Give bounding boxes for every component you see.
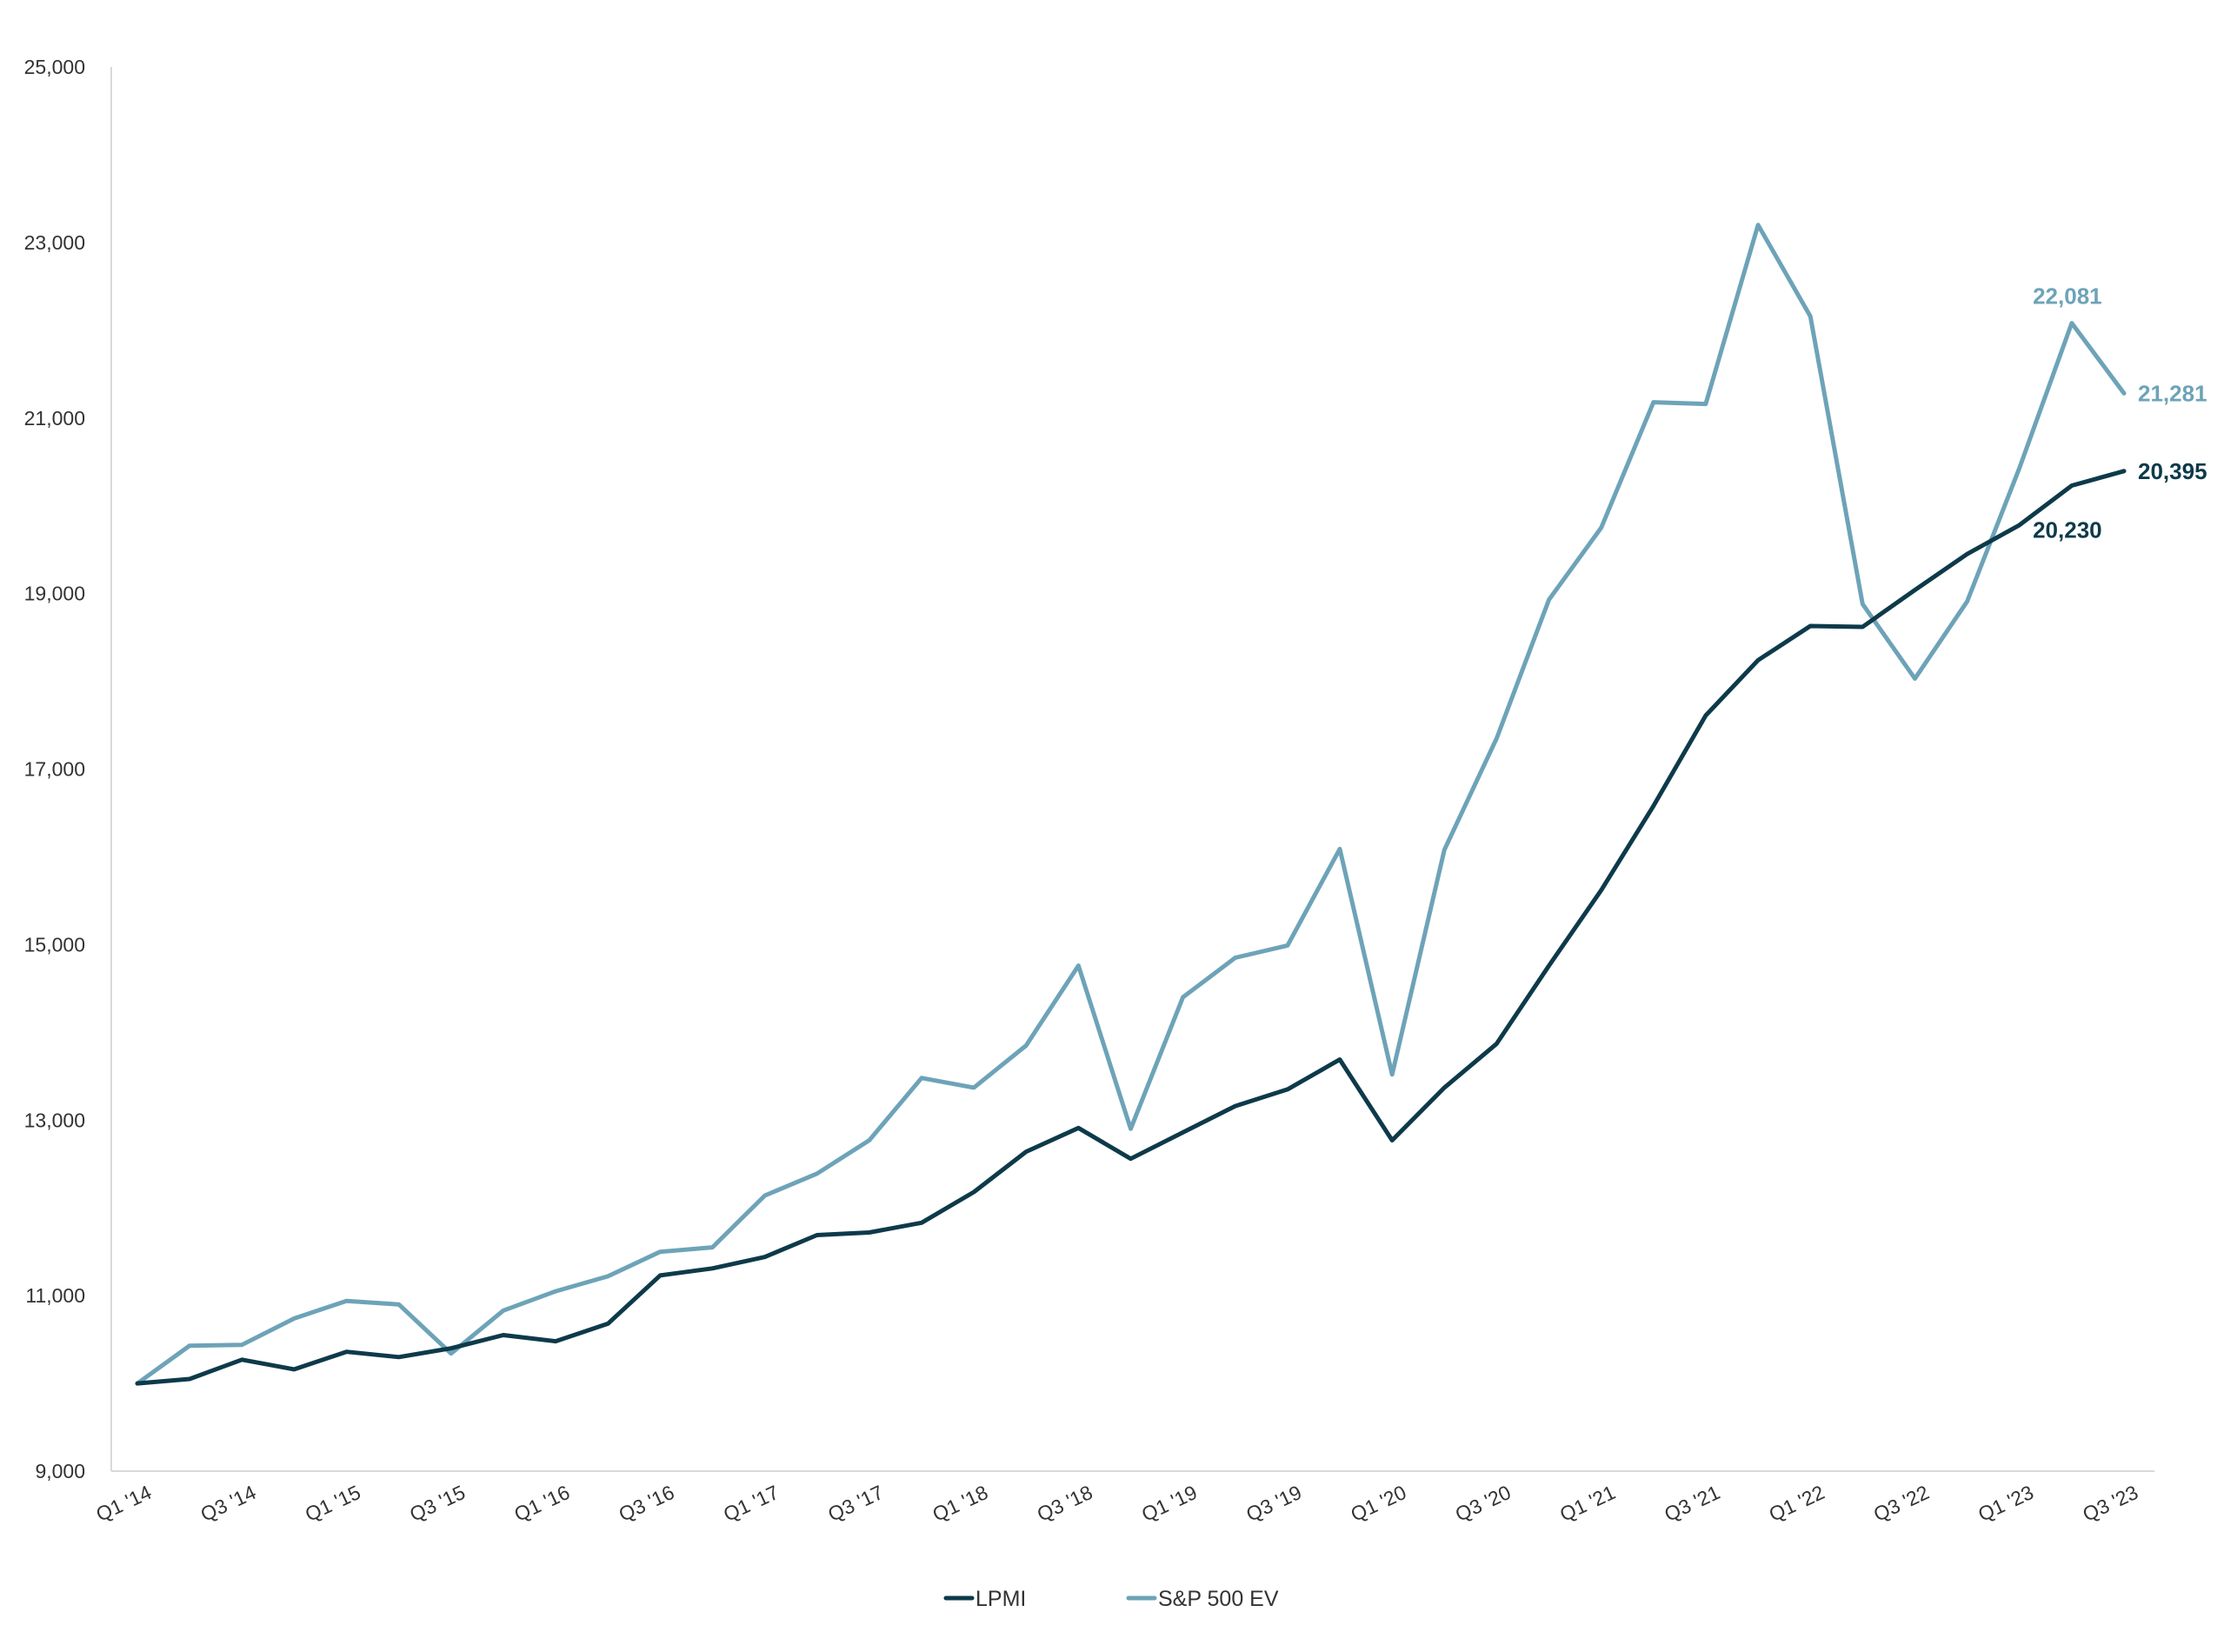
series-line-s-p-500-ev [135, 223, 2127, 1386]
legend: LPMI S&P 500 EV [943, 1587, 1279, 1611]
data-label: 20,395 [2138, 458, 2207, 484]
legend-label: LPMI [975, 1587, 1026, 1611]
y-tick-label: 23,000 [24, 231, 85, 254]
series-layer [135, 223, 2127, 1386]
y-axis: 9,000 11,000 13,000 15,000 17,000 19,000 21,00… [24, 56, 112, 1482]
x-tick-label: Q3 '17 [824, 1481, 887, 1526]
x-tick-label: Q3 '23 [2079, 1481, 2141, 1526]
x-tick-label: Q3 '15 [406, 1481, 469, 1526]
x-tick-label: Q1 '19 [1138, 1481, 1201, 1526]
x-tick-label: Q1 '21 [1556, 1481, 1619, 1526]
y-tick-label: 15,000 [24, 933, 85, 956]
y-tick-label: 17,000 [24, 758, 85, 781]
x-axis: Q1 '14 Q3 '14 Q1 '15 Q3 '15 Q1 '16 Q3 '16 Q1 '… [92, 1470, 2154, 1526]
x-tick-label: Q3 '19 [1242, 1481, 1305, 1526]
x-tick-label: Q1 '23 [1974, 1481, 2037, 1526]
legend-item: S&P 500 EV [1126, 1587, 1279, 1611]
series-line-lpmi [135, 469, 2127, 1386]
x-tick-label: Q1 '14 [92, 1481, 155, 1526]
y-tick-label: 19,000 [24, 583, 85, 605]
data-label: 22,081 [2033, 283, 2102, 310]
x-tick-label: Q1 '15 [302, 1481, 364, 1526]
x-tick-label: Q3 '22 [1870, 1481, 1933, 1526]
data-label: 20,230 [2033, 516, 2102, 543]
data-label: 21,281 [2138, 380, 2207, 406]
x-tick-label: Q3 '14 [197, 1481, 260, 1526]
legend-item: LPMI [943, 1587, 1026, 1611]
x-tick-label: Q3 '21 [1661, 1481, 1723, 1526]
y-tick-label: 11,000 [25, 1284, 85, 1307]
x-tick-label: Q1 '17 [720, 1481, 782, 1526]
x-tick-label: Q1 '18 [929, 1481, 991, 1526]
y-tick-label: 9,000 [35, 1460, 85, 1482]
x-tick-label: Q3 '18 [1034, 1481, 1096, 1526]
y-tick-label: 21,000 [24, 407, 85, 430]
x-tick-label: Q1 '22 [1766, 1481, 1828, 1526]
x-tick-label: Q3 '16 [616, 1481, 678, 1526]
y-tick-label: 25,000 [24, 56, 85, 78]
annotation-layer: 20,230 20,395 22,081 21,281 [2033, 283, 2207, 543]
x-tick-label: Q1 '16 [510, 1481, 573, 1526]
legend-label: S&P 500 EV [1158, 1587, 1279, 1611]
x-tick-label: Q3 '20 [1452, 1481, 1515, 1526]
y-tick-label: 13,000 [24, 1109, 85, 1131]
x-tick-label: Q1 '20 [1348, 1481, 1410, 1526]
